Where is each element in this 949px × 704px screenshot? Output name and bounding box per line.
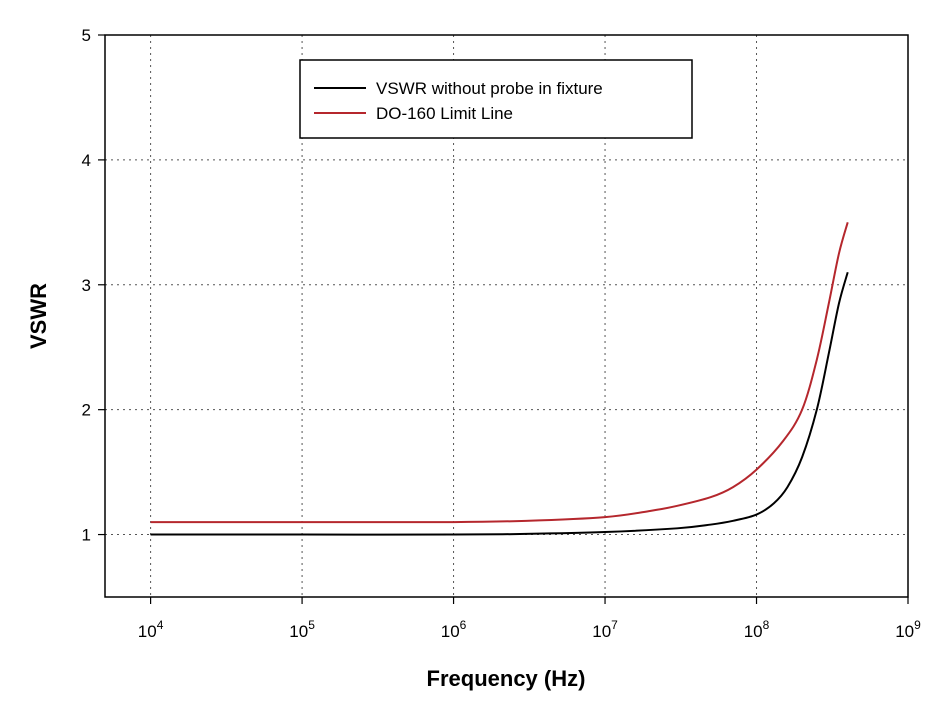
series-layer xyxy=(150,222,849,536)
legend-label-series-1: DO-160 Limit Line xyxy=(376,104,513,123)
y-tick-label: 5 xyxy=(82,26,91,45)
x-tick-label: 105 xyxy=(289,618,315,641)
x-axis-title: Frequency (Hz) xyxy=(427,666,586,691)
y-tick-label: 1 xyxy=(82,526,91,545)
series-line-0 xyxy=(150,272,849,536)
series-line-1 xyxy=(150,222,849,524)
legend-box xyxy=(299,59,693,139)
x-tick-label: 109 xyxy=(895,618,921,641)
y-tick-label: 2 xyxy=(82,401,91,420)
tick-layer: 104 105 106 107 108 109 1 2 3 4 5 xyxy=(82,26,922,641)
x-tick-label: 107 xyxy=(592,618,618,641)
legend: VSWR without probe in fixture DO-160 Lim… xyxy=(299,59,693,139)
plot-frame xyxy=(104,34,909,598)
y-axis-title: VSWR xyxy=(26,283,51,349)
y-tick-label: 4 xyxy=(82,151,91,170)
legend-label-series-0: VSWR without probe in fixture xyxy=(376,79,603,98)
y-tick-label: 3 xyxy=(82,276,91,295)
x-tick-label: 108 xyxy=(744,618,770,641)
x-tick-label: 106 xyxy=(441,618,467,641)
x-tick-label: 104 xyxy=(138,618,164,641)
